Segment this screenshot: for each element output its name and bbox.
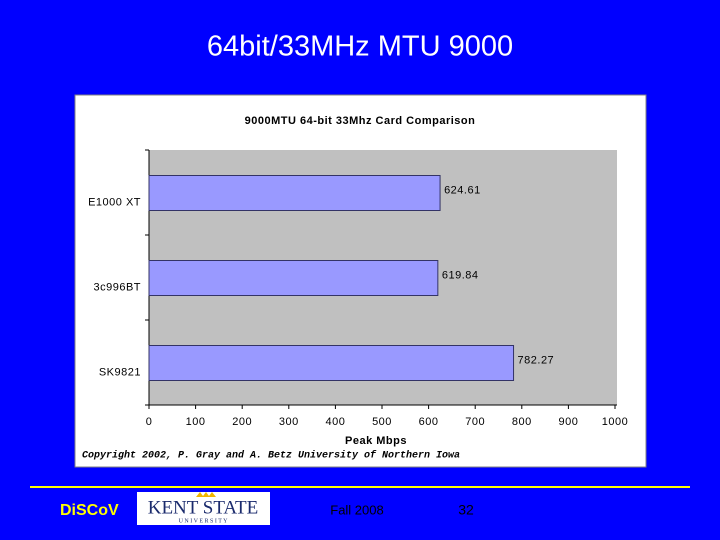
logo-text: KENT STATE (148, 497, 259, 518)
y-tick-label: E1000 XT (88, 196, 141, 208)
bar (148, 345, 515, 381)
x-tick-label: 400 (325, 416, 345, 428)
logo-box (137, 492, 270, 525)
x-tick-label: 200 (232, 416, 252, 428)
x-tick-label: 1000 (602, 416, 628, 428)
bar (148, 175, 441, 211)
x-tick-label: 700 (465, 416, 485, 428)
bar (148, 260, 439, 296)
logo-crown (196, 492, 216, 497)
x-tick-label: 100 (186, 416, 206, 428)
x-tick-label: 900 (558, 416, 578, 428)
x-tick-label: 0 (146, 416, 153, 428)
x-tick-label: 300 (279, 416, 299, 428)
x-tick-label: 600 (419, 416, 439, 428)
logo-subtext: U N I V E R S I T Y (179, 518, 229, 524)
brand: DiSCoV (60, 502, 119, 519)
y-tick-label: SK9821 (99, 366, 141, 378)
value-label: 782.27 (518, 354, 555, 366)
y-tick-label: 3c996BT (93, 281, 141, 293)
chart-title: 9000MTU 64-bit 33Mhz Card Comparison (245, 115, 476, 127)
x-tick-label: 800 (512, 416, 532, 428)
value-label: 619.84 (442, 269, 479, 281)
term: Fall 2008 (330, 502, 383, 517)
page-number: 32 (458, 502, 474, 518)
annotation: Copyright 2002, P. Gray and A. Betz Univ… (82, 450, 460, 462)
x-tick-label: 500 (372, 416, 392, 428)
value-label: 624.61 (444, 184, 481, 196)
x-axis-label: Peak Mbps (345, 435, 407, 447)
slide-title: 64bit/33MHz MTU 9000 (207, 31, 513, 63)
